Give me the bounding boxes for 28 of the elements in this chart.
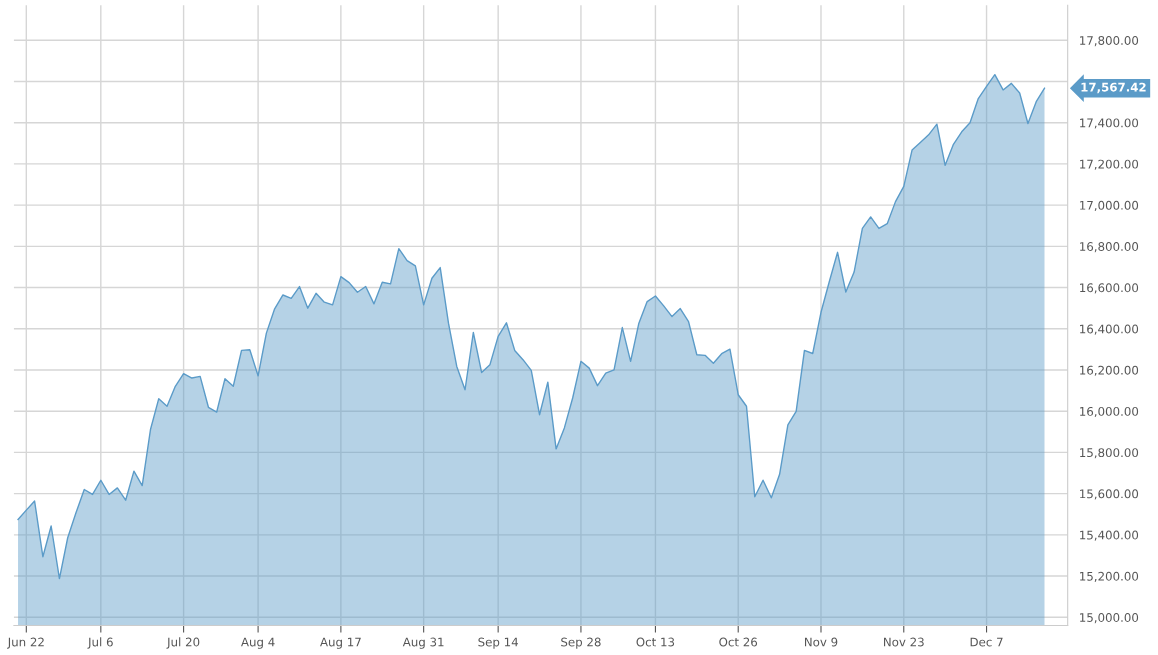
- x-tick-label: Dec 7: [970, 637, 1003, 647]
- x-tick-label: Aug 31: [402, 637, 444, 649]
- y-tick-label: 17,400.00: [1080, 118, 1139, 129]
- x-tick-label: Oct 26: [719, 637, 758, 647]
- x-tick-label: Jul 20: [166, 637, 200, 649]
- x-tick-label: Jun 22: [7, 637, 44, 649]
- x-tick-label: Nov 23: [884, 637, 924, 647]
- y-tick-label: 15,000.00: [1080, 613, 1139, 624]
- x-tick-label: Aug 17: [320, 637, 361, 649]
- y-tick-label: 15,400.00: [1080, 530, 1139, 541]
- y-tick-label: 15,200.00: [1080, 571, 1139, 582]
- y-tick-label: 15,800.00: [1080, 448, 1139, 459]
- x-tick-label: Oct 13: [636, 637, 675, 647]
- y-tick-label: 16,600.00: [1080, 283, 1139, 294]
- x-tick-label: Jul 6: [87, 637, 113, 649]
- x-tick-label: Aug 4: [241, 637, 275, 649]
- y-tick-label: 15,600.00: [1080, 489, 1139, 500]
- y-tick-label: 16,800.00: [1080, 242, 1139, 253]
- y-tick-label: 16,400.00: [1080, 324, 1139, 335]
- x-tick-label: Sep 28: [561, 637, 601, 649]
- text: 17,567.42: [1081, 82, 1146, 94]
- x-tick-label: Nov 9: [805, 637, 838, 647]
- y-tick-label: 17,800.00: [1080, 36, 1139, 47]
- y-tick-label: 16,000.00: [1080, 406, 1139, 418]
- x-tick-label: Sep 14: [478, 637, 518, 649]
- y-tick-label: 17,000.00: [1080, 200, 1139, 211]
- y-tick-label: 16,200.00: [1080, 365, 1139, 376]
- y-tick-label: 17,200.00: [1080, 159, 1139, 170]
